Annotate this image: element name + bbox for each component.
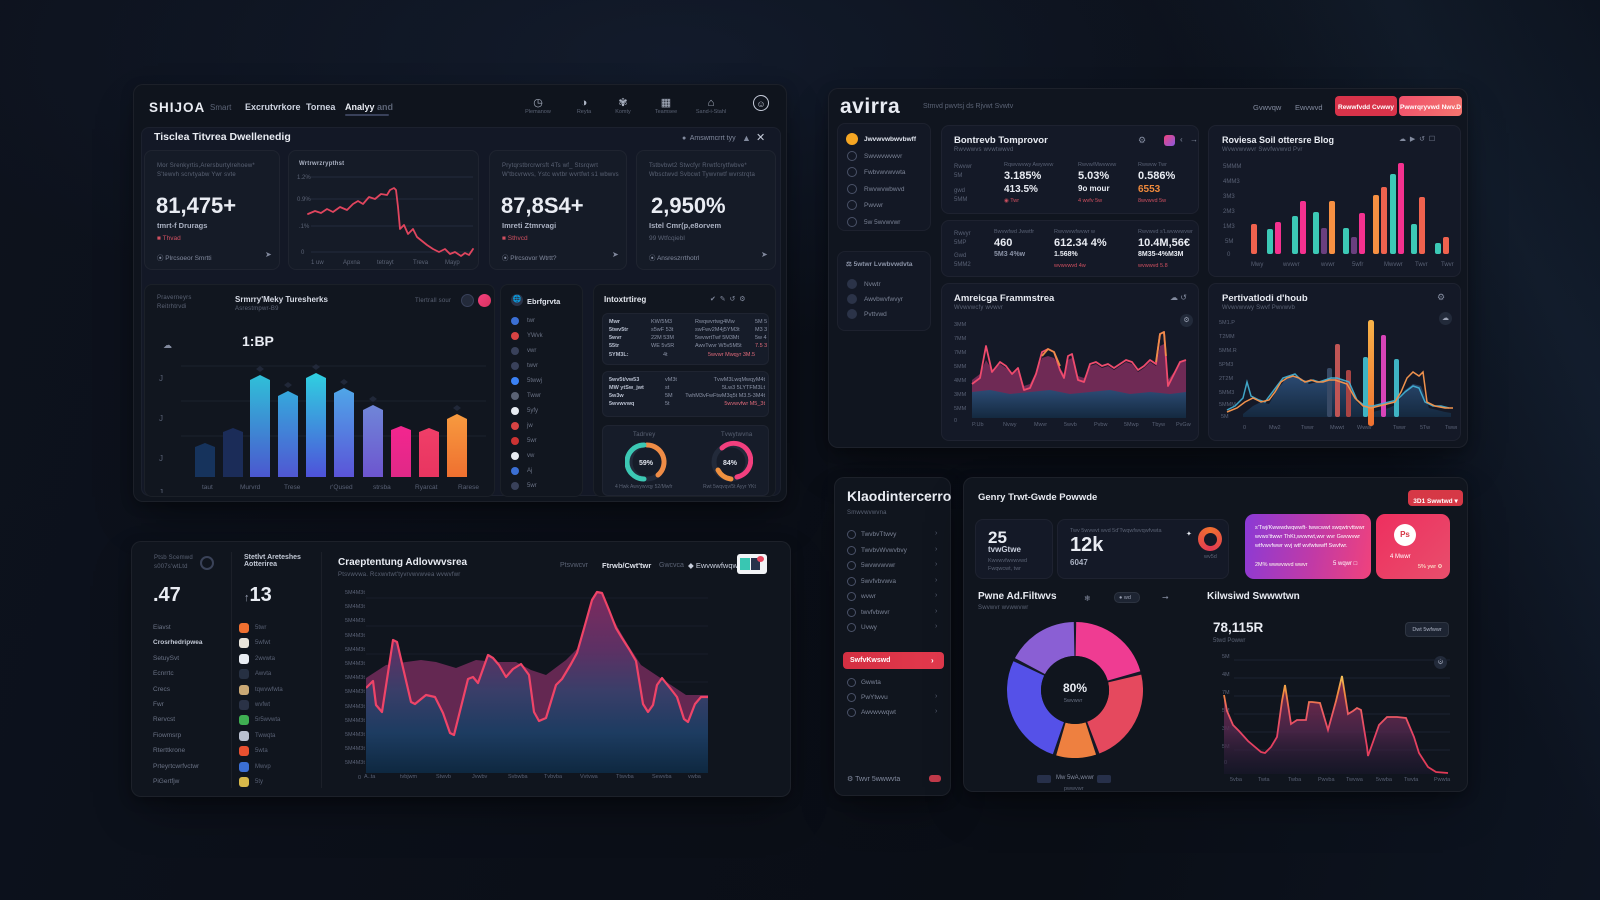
svg-text:Twwr: Twwr [1445,425,1457,431]
svg-text:0: 0 [954,418,957,424]
svg-text:5MMM: 5MMM [1219,402,1236,408]
svg-text:J: J [159,374,163,383]
svg-text:Twvr: Twvr [1415,262,1428,268]
svg-text:P.Ub: P.Ub [972,422,984,428]
svg-text:Mayp: Mayp [445,260,460,266]
svg-text:5Mwp: 5Mwp [1124,422,1139,428]
svg-text:5M: 5M [1225,239,1233,245]
svg-text:wvwr: wvwr [1320,262,1335,268]
svg-text:5wfr: 5wfr [1352,262,1363,268]
svg-text:5wvwvr: 5wvwvr [1064,698,1083,704]
svg-text:3MM: 3MM [954,322,967,328]
svg-text:0: 0 [1227,252,1231,258]
svg-text:3M3: 3M3 [1223,194,1235,200]
svg-text:J: J [159,488,163,493]
svg-text:59%: 59% [639,460,654,467]
svg-text:Twvwa: Twvwa [1346,777,1364,783]
svg-text:1 uw: 1 uw [311,260,324,266]
svg-text:J: J [159,414,163,423]
svg-text:Murvrd: Murvrd [240,484,261,491]
svg-text:1M3: 1M3 [1223,224,1235,230]
svg-text:5MMM: 5MMM [1223,164,1241,170]
svg-text:Pvbw: Pvbw [1094,422,1107,428]
svg-text:Mwy: Mwy [1251,262,1263,268]
svg-text:7M: 7M [1222,690,1230,696]
svg-text:Mwvr: Mwvr [1034,422,1047,428]
svg-text:5Tw: 5Tw [1420,425,1430,431]
svg-text:Twvta: Twvta [1404,777,1419,783]
svg-text:84%: 84% [723,460,738,467]
svg-text:5M: 5M [1221,414,1229,420]
svg-text:4MM3: 4MM3 [1223,179,1240,185]
svg-text:5MM: 5MM [954,406,967,412]
svg-text:Twba: Twba [1288,777,1302,783]
svg-text:4M: 4M [1222,672,1230,678]
svg-text:Rarese: Rarese [458,484,479,491]
svg-text:2T2M: 2T2M [1219,376,1233,382]
svg-text:5MM.R: 5MM.R [1219,348,1237,354]
svg-text:2M3: 2M3 [1223,209,1235,215]
svg-text:Twwr: Twwr [1393,425,1406,431]
svg-text:Twwr: Twwr [1301,425,1314,431]
svg-text:Trese: Trese [284,484,301,491]
svg-text:T2MM: T2MM [1219,334,1235,340]
svg-text:80%: 80% [1063,681,1087,695]
svg-text:Tbyw: Tbyw [1152,422,1165,428]
svg-text:PvGw: PvGw [1176,422,1191,428]
svg-text:7MM: 7MM [954,350,967,356]
svg-text:Apxna: Apxna [343,260,361,266]
svg-text:0: 0 [1243,425,1246,431]
svg-text:Mw2: Mw2 [1269,425,1281,431]
svg-text:Pwwta: Pwwta [1434,777,1451,783]
svg-text:Wwwr: Wwwr [1357,425,1372,431]
svg-text:5M1.P: 5M1.P [1219,320,1235,326]
svg-text:Twvr: Twvr [1441,262,1454,268]
svg-text:5wvb: 5wvb [1064,422,1077,428]
svg-text:.1%: .1% [299,224,310,230]
svg-text:strsba: strsba [373,484,391,491]
svg-text:Treva: Treva [413,260,429,266]
svg-text:5vba: 5vba [1230,777,1243,783]
svg-text:5MM: 5MM [954,364,967,370]
svg-text:4MM: 4MM [954,378,967,384]
svg-text:1.2%: 1.2% [297,175,311,181]
svg-text:0: 0 [301,250,305,256]
svg-text:Mwwt: Mwwt [1330,425,1345,431]
svg-text:Ryarcat: Ryarcat [415,484,438,491]
svg-text:Pwvba: Pwvba [1318,777,1335,783]
svg-text:5PM3: 5PM3 [1219,362,1233,368]
svg-text:wvwvr: wvwvr [1282,262,1300,268]
svg-text:Nvwy: Nvwy [1003,422,1017,428]
svg-text:tetrayt: tetrayt [377,260,394,266]
svg-text:J: J [159,454,163,463]
svg-text:7MM: 7MM [954,336,967,342]
svg-text:5vwba: 5vwba [1376,777,1393,783]
svg-text:r'Qused: r'Qused [330,484,353,491]
svg-text:5M: 5M [1222,654,1230,660]
svg-text:0.9%: 0.9% [297,197,311,203]
svg-text:3MM: 3MM [954,392,967,398]
svg-text:5MM3: 5MM3 [1219,390,1234,396]
svg-text:taut: taut [202,484,213,491]
svg-text:Mwvwr: Mwvwr [1384,262,1403,268]
svg-text:Twta: Twta [1258,777,1271,783]
